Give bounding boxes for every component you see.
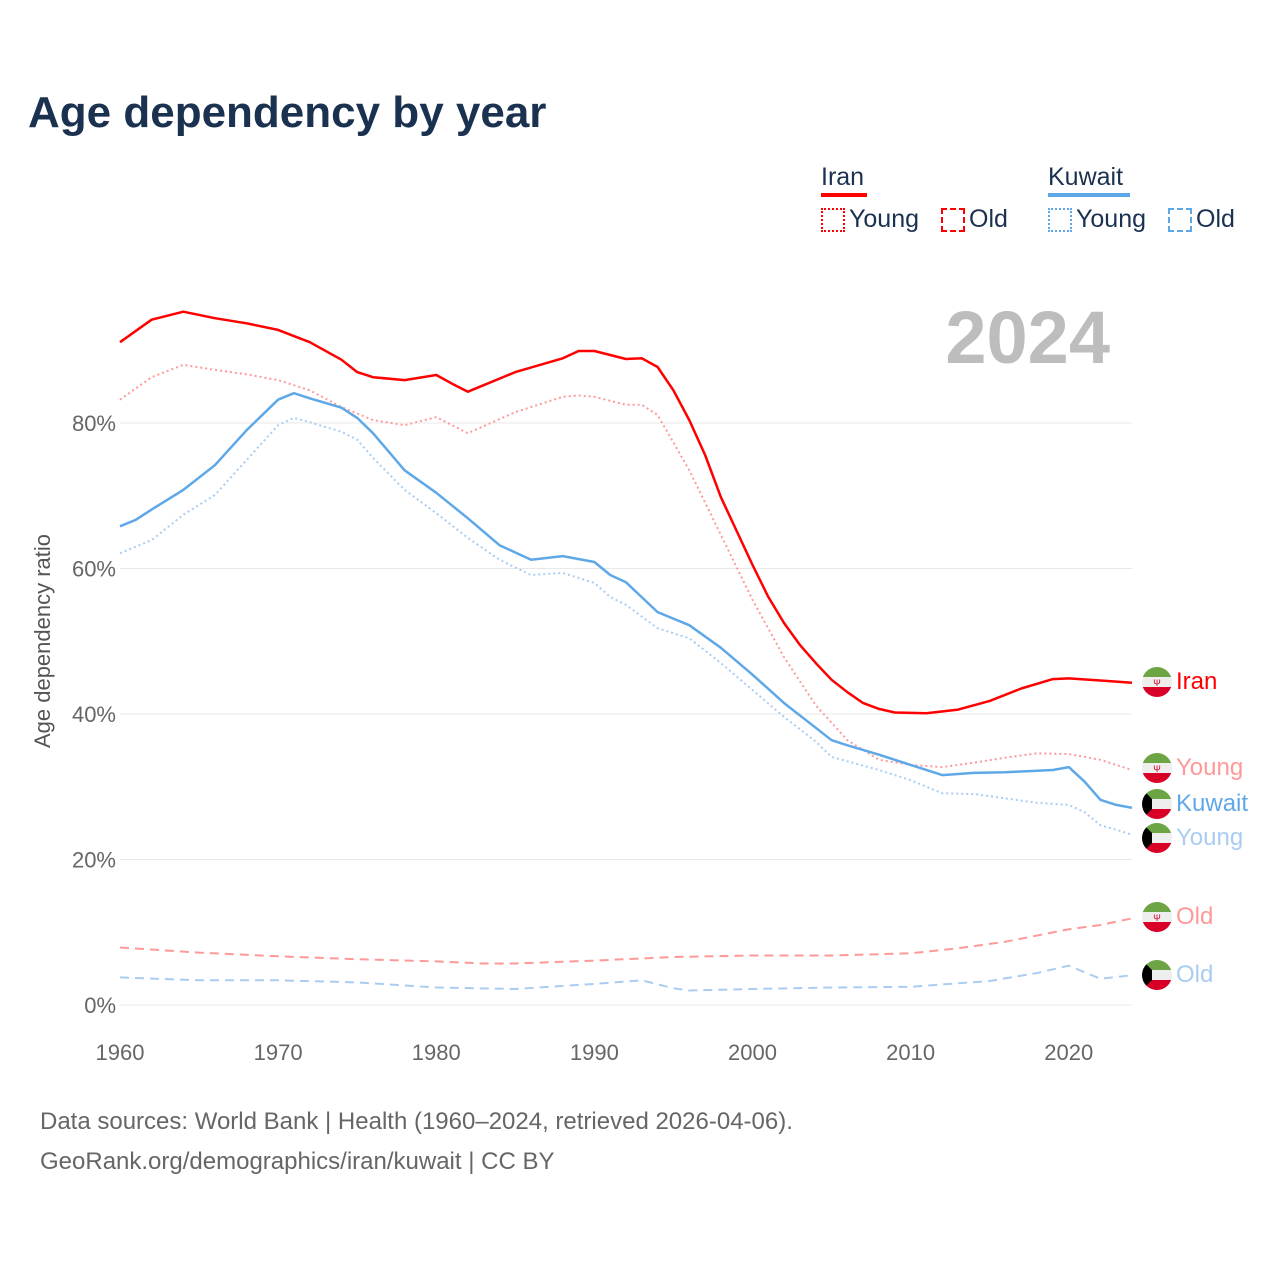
legend-iran-label: Iran — [821, 163, 865, 191]
iran-flag-icon: Ψ — [1142, 902, 1172, 932]
source-line: Data sources: World Bank | Health (1960–… — [40, 1108, 793, 1135]
y-tick-label: 20% — [72, 848, 116, 873]
end-label-kuwait: Kuwait — [1142, 789, 1248, 819]
x-tick-label: 2000 — [728, 1040, 777, 1065]
y-tick-label: 0% — [84, 993, 116, 1018]
x-tick-label: 1970 — [254, 1040, 303, 1065]
series-line-iran-young — [119, 363, 1133, 771]
kuwait-flag-icon — [1142, 789, 1172, 819]
series-line-kuwait — [119, 391, 1133, 810]
y-tick-label: 80% — [72, 411, 116, 436]
end-label-text: Old — [1176, 961, 1214, 988]
svg-text:Ψ: Ψ — [1153, 913, 1161, 923]
x-tick-label: 2010 — [886, 1040, 935, 1065]
svg-text:Ψ: Ψ — [1153, 678, 1161, 688]
svg-text:Ψ: Ψ — [1153, 764, 1161, 774]
x-tick-label: 1990 — [570, 1040, 619, 1065]
year-watermark: 2024 — [945, 296, 1110, 379]
end-label-iran-old: Ψ Old — [1142, 902, 1213, 932]
y-tick-label: 40% — [72, 702, 116, 727]
legend-label: Young — [1076, 205, 1146, 233]
dotted-swatch-icon — [821, 207, 845, 232]
end-label-text: Young — [1176, 824, 1244, 851]
x-tick-label: 1960 — [96, 1040, 145, 1065]
end-label-iran: Ψ Iran — [1142, 667, 1217, 697]
series-line-iran — [119, 310, 1133, 715]
kuwait-flag-icon — [1142, 823, 1172, 853]
legend-label: Young — [849, 205, 919, 233]
y-tick-label: 60% — [72, 557, 116, 582]
end-label-text: Old — [1176, 903, 1214, 930]
y-axis-title: Age dependency ratio — [30, 533, 55, 749]
iran-flag-icon: Ψ — [1142, 753, 1172, 783]
series-line-kuwait-old — [119, 964, 1133, 992]
x-tick-label: 2020 — [1044, 1040, 1093, 1065]
legend-kuwait[interactable]: Kuwait — [1048, 163, 1130, 199]
legend-iran-swatch — [821, 193, 867, 197]
legend-iran-young[interactable]: Young — [821, 205, 919, 234]
legend-label: Old — [1196, 205, 1235, 233]
series-line-kuwait-young — [119, 416, 1133, 836]
dashed-swatch-icon — [941, 207, 965, 232]
kuwait-flag-icon — [1142, 960, 1172, 990]
end-label-text: Kuwait — [1176, 790, 1249, 817]
end-label-kuwait-young: Young — [1142, 823, 1243, 853]
end-label-kuwait-old: Old — [1142, 960, 1213, 990]
dotted-swatch-icon — [1048, 207, 1072, 232]
legend-kuwait-label: Kuwait — [1048, 163, 1124, 191]
end-label-text: Iran — [1176, 668, 1218, 695]
dashed-swatch-icon — [1168, 207, 1192, 232]
chart-title: Age dependency by year — [28, 88, 547, 137]
legend-label: Old — [969, 205, 1008, 233]
source-link[interactable]: GeoRank.org/demographics/iran/kuwait | C… — [40, 1148, 555, 1175]
legend-kuwait-swatch — [1048, 193, 1130, 197]
legend-kuwait-old[interactable]: Old — [1168, 205, 1235, 234]
end-label-iran-young: Ψ Young — [1142, 753, 1243, 783]
legend-iran-old[interactable]: Old — [941, 205, 1008, 234]
legend-kuwait-young[interactable]: Young — [1048, 205, 1146, 234]
legend-iran[interactable]: Iran — [821, 163, 867, 199]
iran-flag-icon: Ψ — [1142, 667, 1172, 697]
x-tick-label: 1980 — [412, 1040, 461, 1065]
end-label-text: Young — [1176, 754, 1244, 781]
series-line-iran-old — [119, 917, 1133, 965]
